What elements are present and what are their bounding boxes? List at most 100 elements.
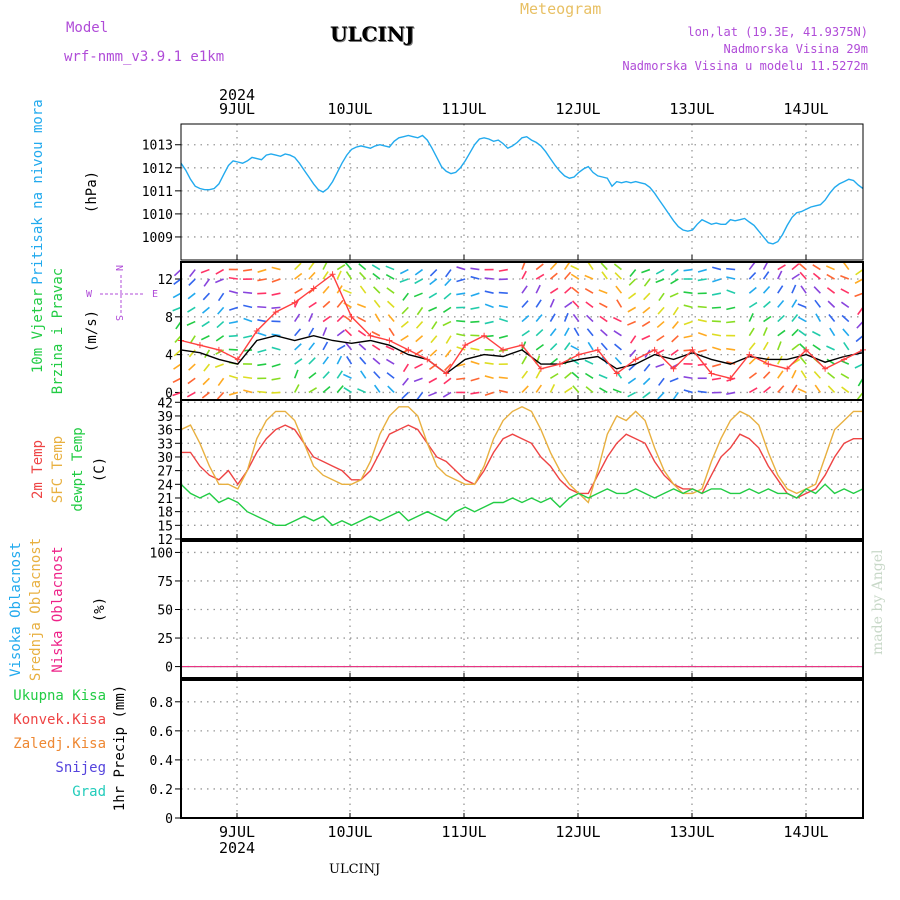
y-tick-label: 33 [157, 437, 173, 452]
wind-arrow [189, 269, 196, 278]
wind-arrow [854, 278, 864, 284]
wind-gust-marker [594, 346, 601, 353]
y-axis-label: dewpt Temp [70, 427, 86, 511]
wind-arrow [484, 303, 494, 309]
wind-arrow [456, 377, 466, 381]
wind-arrow [294, 262, 302, 271]
wind-arrow [470, 347, 480, 351]
wind-arrow [271, 377, 281, 381]
wind-arrow [357, 329, 367, 337]
wind-arrow [564, 301, 573, 309]
wind-arrow [498, 389, 508, 394]
model-elevation-info: Nadmorska Visina u modelu 11.5272m [622, 59, 868, 73]
wind-arrow [726, 289, 736, 294]
wind-gust-marker [329, 271, 336, 278]
wind-arrow [535, 314, 543, 323]
wind-arrow [683, 304, 693, 309]
wind-arrow [257, 278, 267, 282]
wind-arrow [571, 286, 580, 294]
wind-arrow [570, 273, 580, 280]
wind-gust-marker [367, 332, 374, 339]
wind-arrow [791, 384, 798, 393]
wind-arrow [712, 266, 722, 271]
wind-arrow [748, 286, 757, 294]
y-tick-label: 30 [157, 451, 173, 466]
day-label-top: 10JUL [327, 100, 372, 118]
wind-arrow [413, 292, 423, 298]
wind-arrow [336, 299, 344, 308]
wind-arrow [799, 356, 807, 365]
wind-arrow [257, 363, 267, 367]
wind-arrow [173, 363, 182, 370]
wind-gust-marker [310, 285, 317, 292]
y-tick-label: 12 [157, 273, 173, 288]
wind-arrow [748, 372, 758, 379]
wind-arrow [214, 363, 224, 369]
wind-arrow [549, 287, 559, 294]
wind-arrow [748, 357, 757, 365]
wind-arrow [748, 313, 754, 322]
wind-arrow [308, 372, 317, 379]
wind-arrow [521, 385, 529, 393]
wind-arrow [228, 334, 238, 338]
wind-arrow [200, 335, 210, 341]
wind-arrow [658, 292, 665, 302]
wind-gust-marker [348, 313, 355, 320]
wind-arrow [442, 391, 452, 398]
wind-gust-marker [841, 356, 848, 363]
wind-arrow [428, 306, 438, 312]
wind-arrow [797, 303, 807, 309]
wind-arrow [549, 342, 558, 351]
y-axis-label: Brzina i Pravac [50, 268, 66, 394]
wind-arrow [564, 386, 573, 394]
wind-arrow [613, 263, 622, 271]
wind-arrow [614, 343, 622, 351]
wind-arrow [415, 321, 424, 329]
wind-arrow [343, 386, 352, 394]
wind-arrow [470, 377, 480, 382]
y-tick-label: 4 [165, 349, 173, 364]
wind-arrow [842, 261, 850, 271]
wind-arrow [373, 384, 381, 393]
wind-arrow [616, 299, 623, 308]
wind-arrow [172, 306, 182, 312]
wind-arrow [763, 386, 772, 394]
wind-arrow [615, 285, 623, 294]
wind-arrow [385, 265, 395, 271]
wind-arrow [670, 268, 679, 276]
wind-arrow [748, 387, 758, 394]
wind-gust-marker [784, 365, 791, 372]
wind-arrow [294, 328, 302, 337]
wind-arrow [627, 306, 637, 313]
wind-arrow [243, 334, 253, 339]
y-axis-label: (m/s) [84, 310, 100, 352]
wind-arrow [586, 328, 594, 337]
wind-arrow [271, 333, 281, 337]
wind-arrow [202, 306, 210, 314]
wind-gust-marker [500, 346, 507, 353]
footer-station-label: ULCINJ [329, 862, 381, 877]
wind-arrow [228, 290, 239, 294]
wind-arrow [840, 373, 850, 379]
year-label-top: 2024 [219, 86, 255, 104]
wind-arrow [777, 355, 783, 365]
wind-arrow [642, 391, 651, 399]
wind-arrow [322, 271, 329, 280]
wind-arrow [712, 363, 722, 368]
wind-gust-marker [575, 351, 582, 358]
wind-arrow [827, 300, 836, 308]
wind-arrow [188, 349, 196, 358]
wind-arrow [357, 316, 367, 323]
wind-arrow [308, 327, 315, 337]
day-label-bottom: 12JUL [555, 823, 600, 841]
wind-arrow [322, 371, 330, 379]
wind-arrow [748, 327, 755, 337]
wind-arrow [372, 272, 381, 280]
y-tick-label: 1012 [142, 162, 173, 177]
wind-gust-marker [519, 342, 525, 349]
station-title: ULCINJ [330, 22, 415, 46]
wind-arrow [814, 299, 822, 308]
wind-arrow [484, 375, 494, 380]
wind-arrow [827, 385, 836, 393]
wind-arrow [826, 345, 835, 351]
